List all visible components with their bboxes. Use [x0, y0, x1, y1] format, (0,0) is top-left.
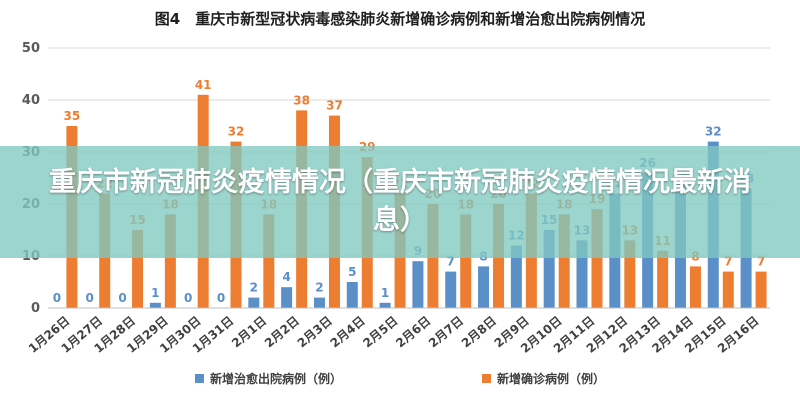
x-tick-label: 2月8日	[459, 314, 499, 351]
bar	[478, 266, 490, 308]
data-label: 0	[217, 291, 225, 305]
bar	[412, 261, 424, 308]
x-tick-label: 2月5日	[360, 314, 400, 351]
overlay-banner: 重庆市新冠肺炎疫情情况（重庆市新冠肺炎疫情情况最新消息）	[0, 146, 800, 258]
banner-text: 重庆市新冠肺炎疫情情况（重庆市新冠肺炎疫情情况最新消息）	[49, 167, 751, 236]
x-tick-label: 2月6日	[393, 314, 433, 351]
bar	[445, 271, 457, 308]
data-label: 7	[447, 255, 455, 269]
bar	[689, 266, 701, 308]
data-label: 38	[293, 93, 310, 107]
x-tick-label: 2月7日	[426, 314, 466, 351]
legend-swatch	[482, 374, 491, 383]
legend-label: 新增确诊病例（例）	[497, 371, 605, 386]
bar	[132, 230, 144, 308]
data-label: 2	[250, 281, 258, 295]
bar	[313, 297, 325, 308]
bar	[722, 271, 734, 308]
bar	[624, 240, 636, 308]
data-label: 32	[705, 125, 722, 139]
x-tick-label: 2月2日	[262, 314, 302, 351]
bar	[248, 297, 260, 308]
bar	[755, 271, 767, 308]
data-label: 7	[757, 255, 765, 269]
data-label: 0	[118, 291, 126, 305]
y-tick-label: 50	[22, 41, 40, 56]
x-tick-label: 2月1日	[229, 314, 269, 351]
data-label: 37	[326, 99, 343, 113]
data-label: 4	[282, 270, 290, 284]
bar	[510, 245, 522, 308]
y-tick-label: 0	[31, 301, 40, 316]
bar	[379, 302, 391, 308]
bar	[164, 214, 176, 308]
y-tick-label: 40	[22, 93, 40, 108]
bar	[543, 230, 555, 308]
data-label: 2	[315, 281, 323, 295]
bar	[263, 214, 275, 308]
data-label: 0	[53, 291, 61, 305]
chart-title: 图4 重庆市新型冠状病毒感染肺炎新增确诊病例和新增治愈出院病例情况	[155, 10, 645, 28]
bar	[576, 240, 588, 308]
data-label: 1	[381, 286, 389, 300]
x-tick-label: 2月4日	[328, 314, 368, 351]
bar	[591, 209, 603, 308]
bar	[558, 214, 570, 308]
bar	[281, 287, 293, 308]
data-label: 1	[151, 286, 159, 300]
bar	[149, 302, 161, 308]
legend: 新增治愈出院病例（例） 新增确诊病例（例）	[195, 371, 605, 386]
data-label: 41	[195, 78, 212, 92]
data-label: 7	[724, 255, 732, 269]
bar	[346, 282, 358, 308]
data-label: 5	[348, 265, 356, 279]
x-tick-label: 2月3日	[295, 314, 335, 351]
legend-label: 新增治愈出院病例（例）	[210, 371, 342, 386]
data-label: 0	[184, 291, 192, 305]
data-label: 35	[64, 109, 81, 123]
legend-swatch	[195, 374, 204, 383]
data-label: 32	[228, 125, 245, 139]
data-label: 0	[86, 291, 94, 305]
bar	[657, 250, 669, 308]
bar	[460, 214, 472, 308]
